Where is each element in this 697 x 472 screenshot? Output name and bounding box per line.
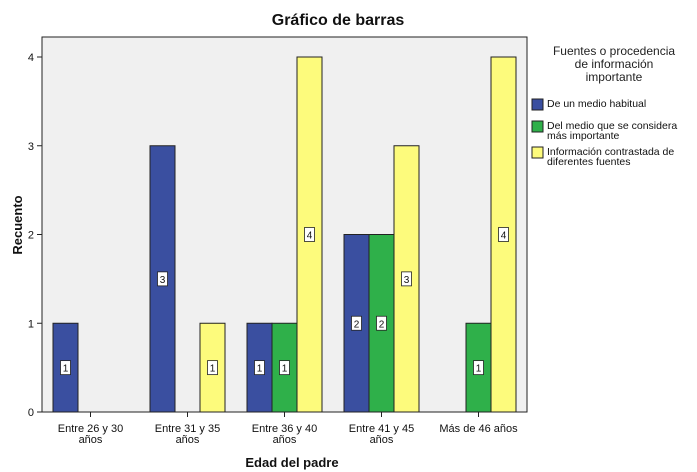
- data-label: 4: [501, 231, 507, 242]
- x-axis-title: Edad del padre: [245, 455, 338, 470]
- data-label-box: [498, 227, 509, 242]
- data-label: 1: [210, 364, 216, 375]
- bars-layer: 1 3 1 1 1 4 2 2 3 1 4: [52, 56, 517, 413]
- chart-title: Gráfico de barras: [272, 12, 405, 29]
- bar: [296, 56, 323, 413]
- y-tick-label: 0: [28, 407, 34, 419]
- data-label: 1: [282, 364, 288, 375]
- legend-label: De un medio habitual: [547, 98, 646, 110]
- data-label: 2: [379, 319, 385, 330]
- y-tick-label: 1: [28, 318, 34, 330]
- data-label-box: [279, 360, 290, 376]
- x-tick-label: Entre 36 y 40 años: [252, 423, 317, 446]
- data-label: 3: [160, 275, 166, 286]
- data-label-box: [401, 271, 412, 287]
- x-tick-label: Entre 41 y 45 años: [349, 423, 414, 446]
- bar: [343, 234, 370, 413]
- y-tick-label: 2: [28, 230, 34, 242]
- data-label: 1: [63, 364, 69, 375]
- y-axis-title: Recuento: [10, 195, 25, 254]
- data-label-box: [351, 315, 362, 331]
- legend-label: Del medio que se considera más importante: [547, 120, 677, 142]
- x-tick-label: Entre 31 y 35 años: [155, 423, 220, 446]
- data-label-box: [304, 227, 315, 242]
- data-label: 2: [354, 319, 360, 330]
- legend-swatch: [531, 120, 544, 133]
- data-label-box: [60, 360, 71, 376]
- data-label: 3: [404, 275, 410, 286]
- bar: [368, 234, 395, 413]
- x-axis: Entre 26 y 30 años Entre 31 y 35 años Entre …: [58, 412, 518, 446]
- bar: [490, 56, 517, 413]
- data-label-box: [157, 271, 168, 287]
- y-tick-label: 3: [28, 141, 34, 153]
- data-label-box: [473, 360, 484, 376]
- data-label-box: [207, 360, 218, 376]
- data-label-box: [254, 360, 265, 376]
- y-tick-label: 4: [28, 52, 34, 64]
- data-label-box: [376, 315, 387, 331]
- legend-swatch: [531, 98, 544, 111]
- x-tick-label: Entre 26 y 30 años: [58, 423, 123, 446]
- data-label: 1: [476, 364, 482, 375]
- legend-swatch: [531, 146, 544, 159]
- legend-label: Información contrastada de diferentes fue…: [547, 146, 674, 168]
- y-axis: 0 1 2 3 4: [28, 52, 42, 419]
- legend: Fuentes o procedencia de información impor…: [531, 44, 677, 168]
- data-label: 4: [307, 231, 313, 242]
- legend-title: Fuentes o procedencia de información impor…: [553, 44, 675, 84]
- x-tick-label: Más de 46 años: [439, 423, 518, 435]
- data-label: 1: [257, 364, 263, 375]
